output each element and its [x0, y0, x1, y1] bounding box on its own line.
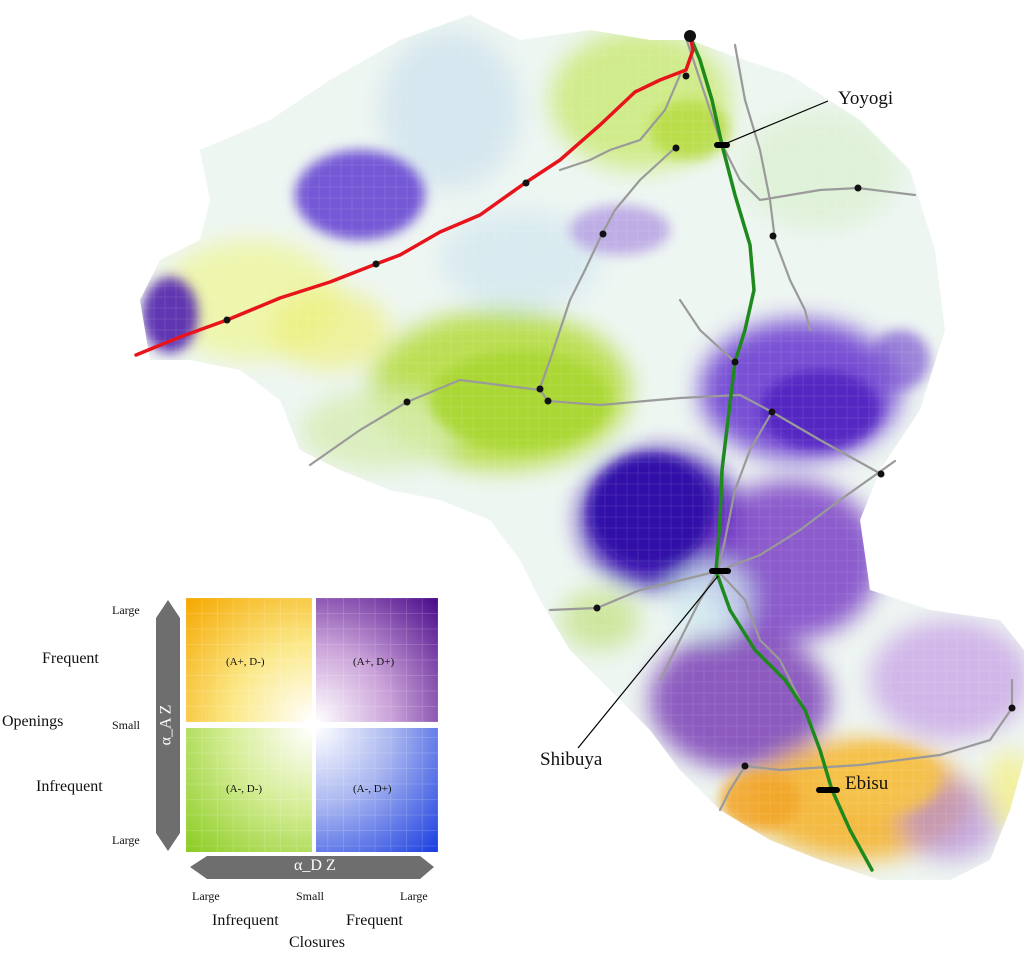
road — [548, 569, 720, 612]
roads — [308, 36, 1014, 812]
row-title-openings: Openings — [2, 713, 64, 730]
road — [716, 569, 802, 702]
road — [716, 410, 774, 573]
road — [733, 43, 812, 332]
node — [768, 408, 776, 416]
road — [716, 459, 897, 573]
road — [308, 378, 883, 476]
road — [658, 569, 720, 682]
column-title-closures: Closures — [289, 934, 345, 951]
node — [544, 397, 552, 405]
ebisu-label: Ebisu — [845, 773, 889, 794]
quadrant-label-top-right: (A+, D+) — [353, 656, 395, 668]
road — [718, 764, 747, 812]
leader-lines — [577, 100, 829, 749]
node — [672, 144, 680, 152]
node — [741, 762, 749, 770]
vertical-axis-arrow — [156, 600, 180, 851]
green-rail-line — [688, 34, 874, 872]
column-tick-large-right: Large — [400, 889, 428, 903]
node — [769, 232, 777, 240]
node — [522, 179, 530, 187]
node — [403, 398, 411, 406]
node — [731, 358, 739, 366]
red-rail-line — [134, 34, 695, 357]
row-tick-small: Small — [112, 718, 141, 732]
node — [684, 30, 696, 42]
node — [593, 604, 601, 612]
row-label-frequent: Frequent — [42, 650, 99, 667]
vertical-axis-label: α_A Z — [157, 704, 175, 746]
shibuya-label: Shibuya — [540, 749, 603, 770]
row-label-infrequent: Infrequent — [36, 778, 103, 795]
node — [1008, 704, 1016, 712]
node — [599, 230, 607, 238]
bivariate-legend — [156, 598, 438, 879]
column-tick-small: Small — [296, 889, 325, 903]
node — [536, 385, 544, 393]
road — [684, 36, 917, 202]
column-tick-large-left: Large — [192, 889, 220, 903]
yoyogi-label: Yoyogi — [838, 88, 894, 109]
column-label-frequent: Frequent — [346, 912, 403, 929]
node — [854, 184, 862, 192]
node — [223, 316, 231, 324]
horizontal-axis-arrow — [190, 856, 434, 879]
node — [372, 260, 380, 268]
horizontal-axis-label: α_D Z — [294, 857, 336, 874]
column-label-infrequent: Infrequent — [212, 912, 279, 929]
station-markers — [709, 142, 840, 793]
road — [678, 298, 737, 364]
node — [682, 72, 690, 80]
quadrant-label-bottom-right: (A-, D+) — [353, 783, 392, 795]
quadrant-label-bottom-left: (A-, D-) — [226, 783, 263, 795]
quadrant-label-top-left: (A+, D-) — [226, 656, 265, 668]
shibuya-leader-line — [577, 575, 719, 749]
row-tick-large-bottom: Large — [112, 833, 140, 847]
network-nodes — [223, 30, 1016, 770]
row-tick-large-top: Large — [112, 603, 140, 617]
yoyogi-leader-line — [726, 100, 829, 144]
node — [877, 470, 885, 478]
road — [558, 73, 682, 172]
road — [538, 145, 678, 390]
